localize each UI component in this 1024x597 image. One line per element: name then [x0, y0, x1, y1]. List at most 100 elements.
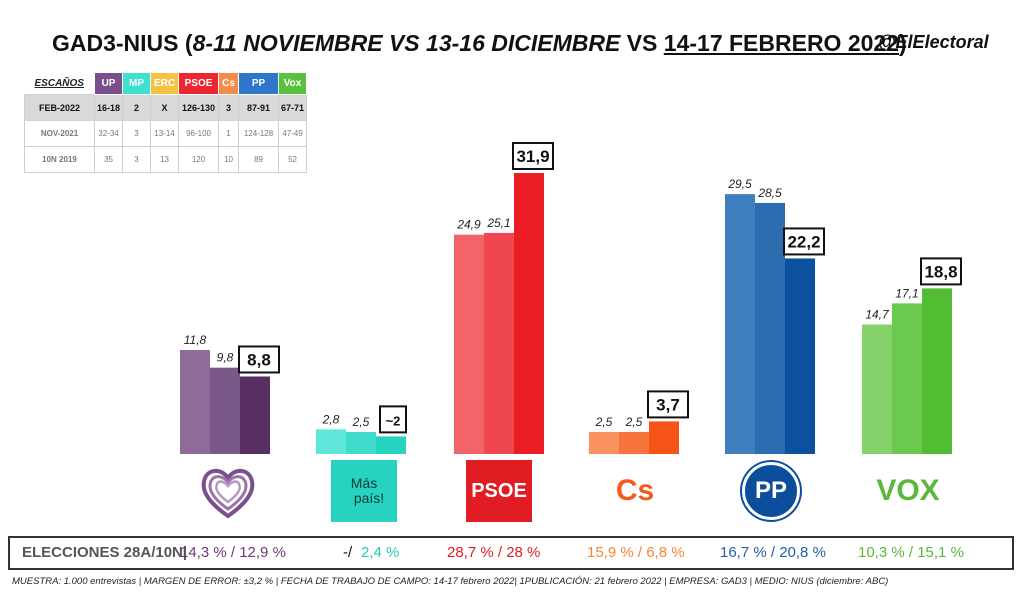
highlight-label-box — [783, 227, 825, 256]
highlight-label-box — [920, 257, 962, 286]
bar-más-país-1 — [316, 429, 346, 454]
seats-table: ESCAÑOS UP MP ERC PSOE Cs PP Vox FEB-2022 16-18… — [24, 72, 308, 173]
data-label: 3,7 — [656, 395, 680, 414]
title-prefix: GAD3-NIUS ( — [52, 30, 193, 56]
data-label: 22,2 — [787, 232, 820, 251]
highlight-label-box — [512, 142, 554, 170]
bar-vox-1 — [862, 324, 892, 454]
highlight-label-box — [238, 345, 280, 374]
seats-cell: 13-14 — [150, 120, 180, 147]
data-label: 28,5 — [757, 186, 782, 200]
seats-cell: 120 — [178, 146, 220, 173]
seats-header-label: ESCAÑOS — [24, 72, 95, 95]
psoe-logo: PSOE — [466, 460, 532, 522]
cs-logo: Cs — [602, 460, 668, 522]
election-results-strip: ELECCIONES 28A/10N| 14,3 % / 12,9 % -/ 2… — [8, 536, 1014, 570]
bar-cs-3 — [649, 421, 679, 454]
seats-cell: 52 — [278, 146, 308, 173]
title-suffix: ) — [899, 30, 907, 56]
title-previous-dates: 8-11 NOVIEMBRE VS 13-16 DICIEMBRE — [192, 30, 621, 56]
mas-pais-logo: Más país! — [331, 460, 397, 522]
seats-cell: 67-71 — [278, 94, 308, 121]
seats-cell: 126-130 — [178, 94, 220, 121]
result-vox: 10,3 % / 15,1 % — [858, 544, 964, 561]
bar-up-2 — [210, 367, 240, 454]
seats-cell: 3 — [122, 146, 152, 173]
title-vs: VS — [620, 30, 664, 56]
seats-table-header: ESCAÑOS UP MP ERC PSOE Cs PP Vox — [24, 72, 308, 95]
pp-logo-text: PP — [754, 477, 787, 504]
seats-col-cs: Cs — [218, 72, 240, 95]
seats-cell: 124-128 — [238, 120, 280, 147]
bar-cs-1 — [589, 431, 619, 454]
data-label: 24,9 — [456, 218, 481, 232]
data-label: 2,5 — [625, 415, 643, 429]
election-results-label: ELECCIONES 28A/10N| — [22, 544, 188, 561]
result-up: 14,3 % / 12,9 % — [180, 544, 286, 561]
result-cs: 15,9 % / 6,8 % — [587, 544, 685, 561]
seats-col-up: UP — [93, 72, 124, 95]
chart-title: GAD3-NIUS (8-11 NOVIEMBRE VS 13-16 DICIE… — [0, 30, 1024, 62]
seats-table-body: FEB-2022 16-18 2 X 126-130 3 87-91 67-71 NOV-202… — [24, 94, 308, 173]
heart-outline-logo-icon — [201, 468, 255, 519]
result-pp: 16,7 % / 20,8 % — [720, 544, 826, 561]
seats-row: 10N 2019 35 3 13 120 10 89 52 — [24, 146, 308, 173]
cs-logo-icon: Cs — [615, 474, 655, 507]
title-text: GAD3-NIUS (8-11 NOVIEMBRE VS 13-16 DICIE… — [52, 30, 907, 57]
seats-row-label: FEB-2022 — [24, 94, 95, 121]
highlight-label-box — [647, 390, 689, 419]
data-label: ~2 — [386, 413, 401, 428]
seats-cell: 35 — [93, 146, 124, 173]
bar-up-3 — [240, 376, 270, 454]
bar-psoe-1 — [454, 234, 484, 454]
seats-cell: 16-18 — [93, 94, 124, 121]
seats-cell: 10 — [218, 146, 240, 173]
bar-up-1 — [180, 350, 210, 454]
data-label: 9,8 — [217, 351, 234, 365]
data-label: 31,9 — [516, 147, 549, 166]
data-label: 2,8 — [322, 412, 340, 426]
result-mas-pais: 2,4 % — [361, 544, 400, 561]
data-label: 25,1 — [486, 216, 510, 230]
bar-vox-2 — [892, 303, 922, 454]
pp-logo: PP — [738, 460, 804, 522]
bar-pp-3 — [785, 258, 815, 454]
seats-col-mp: MP — [122, 72, 152, 95]
bar-cs-2 — [619, 431, 649, 454]
vox-logo: VOX — [868, 460, 948, 522]
data-label: 17,1 — [895, 286, 918, 300]
data-label: 14,7 — [865, 308, 890, 322]
bar-pp-2 — [755, 202, 785, 454]
bar-psoe-2 — [484, 232, 514, 454]
seats-col-vox: Vox — [278, 72, 308, 95]
seats-row-label: NOV-2021 — [24, 120, 95, 147]
highlight-label-box — [379, 405, 407, 434]
seats-row: NOV-2021 32-34 3 13-14 96-100 1 124-128 47-49 — [24, 120, 308, 147]
seats-row-label: 10N 2019 — [24, 146, 95, 173]
result-mas-pais-prefix: -/ — [343, 544, 353, 561]
data-label: 8,8 — [247, 350, 271, 369]
bar-vox-3 — [922, 288, 952, 454]
up-logo — [195, 460, 261, 522]
seats-col-erc: ERC — [150, 72, 180, 95]
bar-más-país-3 — [376, 436, 406, 454]
data-label: 2,5 — [352, 415, 370, 429]
mas-pais-logo-text-2: país! — [353, 490, 385, 506]
psoe-logo-icon: PSOE — [471, 479, 527, 502]
data-label: 29,5 — [727, 177, 752, 191]
bar-más-país-2 — [346, 431, 376, 454]
vox-logo-icon: VOX — [876, 474, 940, 507]
author-handle: @ElElectoral — [878, 32, 989, 52]
bar-pp-1 — [725, 194, 755, 455]
title-current-dates: 14-17 FEBRERO 2022 — [663, 30, 900, 56]
pp-logo-icon: PP — [742, 462, 800, 520]
mas-pais-logo-text-1: Más — [350, 475, 378, 491]
footnote: MUESTRA: 1.000 entrevistas | MARGEN DE E… — [12, 576, 889, 587]
mas-pais-logo-icon: Más país! — [344, 476, 384, 506]
seats-cell: 13 — [150, 146, 180, 173]
seats-col-pp: PP — [238, 72, 280, 95]
bar-psoe-3 — [514, 173, 544, 454]
result-psoe: 28,7 % / 28 % — [447, 544, 541, 561]
data-label: 11,8 — [184, 333, 207, 347]
